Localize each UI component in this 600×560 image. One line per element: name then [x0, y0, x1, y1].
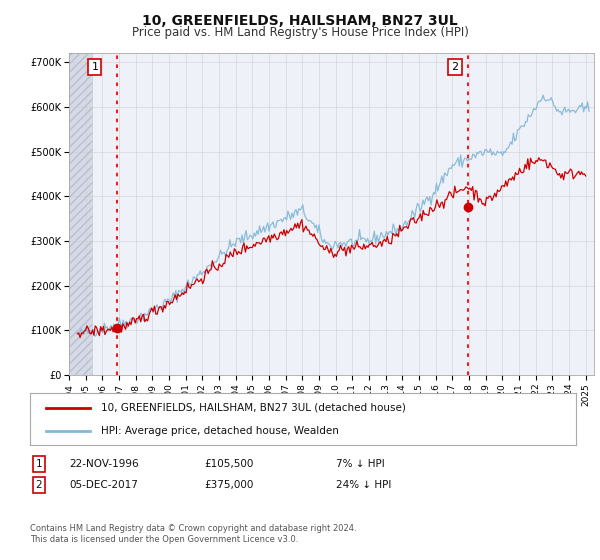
Text: 05-DEC-2017: 05-DEC-2017	[69, 480, 138, 490]
Text: 2: 2	[451, 62, 458, 72]
Text: 24% ↓ HPI: 24% ↓ HPI	[336, 480, 391, 490]
Text: HPI: Average price, detached house, Wealden: HPI: Average price, detached house, Weal…	[101, 426, 339, 436]
Text: 22-NOV-1996: 22-NOV-1996	[69, 459, 139, 469]
Text: 10, GREENFIELDS, HAILSHAM, BN27 3UL: 10, GREENFIELDS, HAILSHAM, BN27 3UL	[142, 14, 458, 28]
Text: Contains HM Land Registry data © Crown copyright and database right 2024.: Contains HM Land Registry data © Crown c…	[30, 524, 356, 533]
Text: 1: 1	[91, 62, 98, 72]
Text: 7% ↓ HPI: 7% ↓ HPI	[336, 459, 385, 469]
Text: Price paid vs. HM Land Registry's House Price Index (HPI): Price paid vs. HM Land Registry's House …	[131, 26, 469, 39]
Text: This data is licensed under the Open Government Licence v3.0.: This data is licensed under the Open Gov…	[30, 535, 298, 544]
Text: 1: 1	[35, 459, 43, 469]
Text: £375,000: £375,000	[204, 480, 253, 490]
Text: 2: 2	[35, 480, 43, 490]
Text: £105,500: £105,500	[204, 459, 253, 469]
Text: 10, GREENFIELDS, HAILSHAM, BN27 3UL (detached house): 10, GREENFIELDS, HAILSHAM, BN27 3UL (det…	[101, 403, 406, 413]
